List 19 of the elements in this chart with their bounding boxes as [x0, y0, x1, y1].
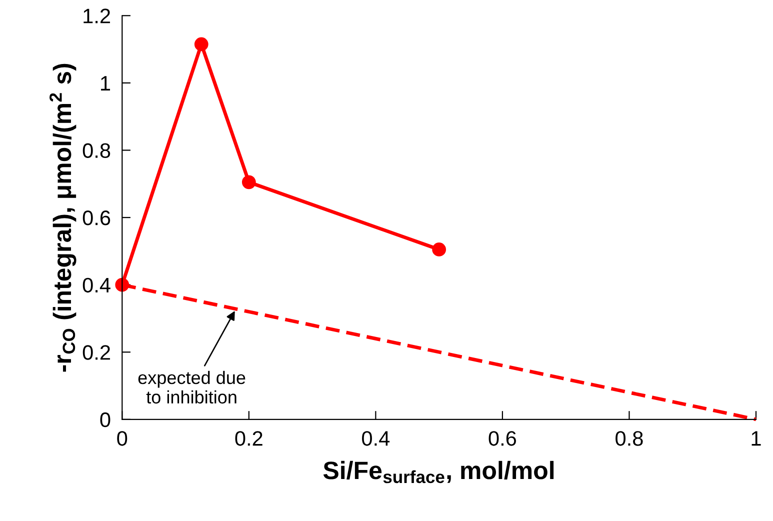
x-tick-label: 0.4 — [362, 431, 390, 446]
y-tick-label: 0.2 — [82, 345, 110, 360]
y-tick-label: 0.4 — [82, 278, 110, 293]
x-tick-label: 0.2 — [235, 431, 262, 446]
x-tick-label: 1 — [752, 431, 761, 446]
point — [242, 175, 256, 190]
x-tick-label: 0.8 — [616, 431, 643, 446]
y-tick-label: 0 — [100, 412, 110, 428]
point — [432, 242, 446, 256]
y-axis-title: -r$_{CO}$ (integral), μmol/(m$^{2}$ s) — [50, 64, 76, 372]
annotation: expected due to inhibition — [138, 370, 246, 404]
point — [194, 37, 208, 52]
y-tick-label: 0.8 — [82, 143, 110, 158]
x-axis-title: Si/Fe$_{surface}$, mol/mol — [323, 460, 554, 484]
y-tick-label: 1 — [101, 76, 110, 90]
y-tick-label: 1.2 — [84, 8, 110, 24]
x-tick-label: 0.6 — [488, 431, 516, 446]
y-tick-label: 0.6 — [82, 210, 110, 226]
x-tick-label: 0 — [117, 431, 128, 446]
